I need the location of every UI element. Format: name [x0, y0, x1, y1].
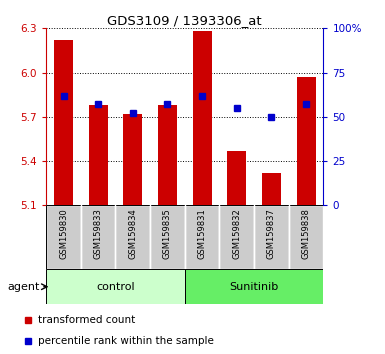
Bar: [192, 31, 212, 205]
Bar: [54, 40, 73, 205]
Text: GSM159834: GSM159834: [128, 209, 137, 259]
Bar: [289, 205, 323, 269]
Text: agent: agent: [8, 282, 40, 292]
Bar: [81, 205, 116, 269]
Bar: [116, 205, 150, 269]
Bar: [46, 269, 185, 304]
Bar: [185, 205, 219, 269]
Text: GSM159830: GSM159830: [59, 209, 68, 259]
Text: control: control: [96, 282, 135, 292]
Text: transformed count: transformed count: [38, 315, 136, 325]
Bar: [46, 205, 81, 269]
Bar: [262, 173, 281, 205]
Bar: [296, 77, 316, 205]
Bar: [219, 205, 254, 269]
Bar: [254, 205, 289, 269]
Bar: [185, 269, 323, 304]
Text: percentile rank within the sample: percentile rank within the sample: [38, 336, 214, 346]
Text: GSM159831: GSM159831: [198, 209, 207, 259]
Bar: [227, 151, 246, 205]
Text: GSM159837: GSM159837: [267, 209, 276, 259]
Bar: [89, 105, 108, 205]
Bar: [158, 105, 177, 205]
Bar: [150, 205, 185, 269]
Text: GSM159838: GSM159838: [301, 209, 311, 259]
Text: Sunitinib: Sunitinib: [229, 282, 279, 292]
Text: GSM159833: GSM159833: [94, 209, 103, 259]
Bar: [123, 114, 142, 205]
Text: GSM159832: GSM159832: [232, 209, 241, 259]
Text: GSM159835: GSM159835: [163, 209, 172, 259]
Title: GDS3109 / 1393306_at: GDS3109 / 1393306_at: [107, 14, 262, 27]
